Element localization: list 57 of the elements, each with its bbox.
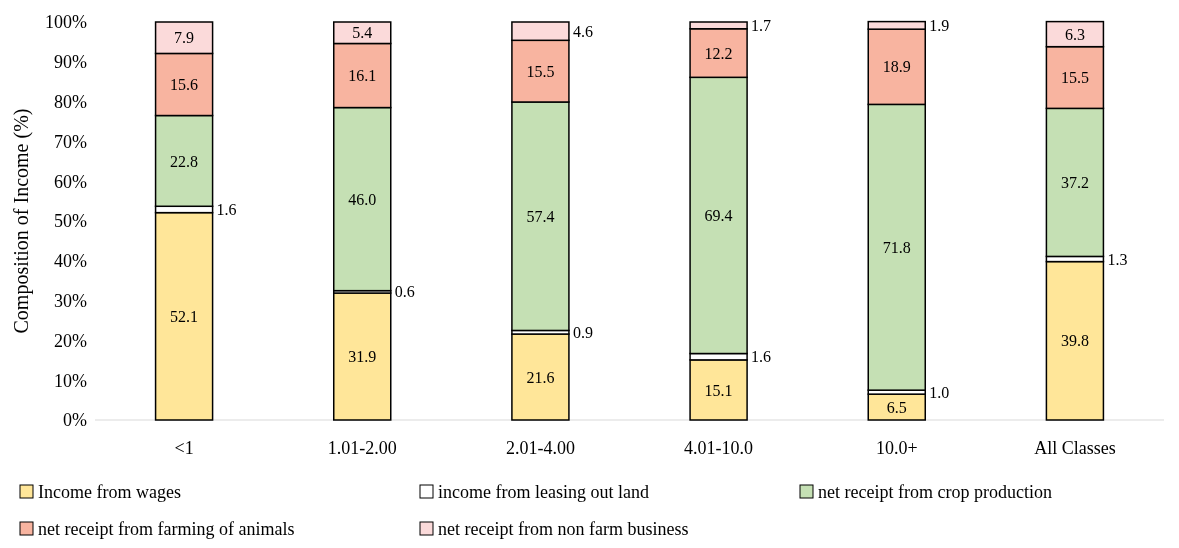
data-label: 18.9	[882, 58, 911, 76]
data-label: 37.2	[1060, 173, 1089, 191]
x-tick-label: All Classes	[1034, 438, 1116, 458]
legend-label: net receipt from non farm business	[438, 519, 689, 540]
x-tick-label: 1.01-2.00	[327, 438, 397, 458]
data-label: 1.0	[929, 383, 950, 401]
y-tick-label: 100%	[45, 12, 87, 33]
data-label: 6.3	[1064, 25, 1085, 43]
legend-label: net receipt from crop production	[818, 482, 1052, 503]
data-label: 1.7	[751, 16, 772, 34]
x-tick-label: <1	[174, 438, 194, 458]
data-label: 6.5	[886, 398, 907, 416]
data-label: 16.1	[348, 67, 377, 85]
data-label: 15.1	[704, 381, 733, 399]
data-label: 69.4	[704, 207, 733, 225]
data-label: 46.0	[348, 190, 377, 208]
y-tick-label: 80%	[54, 91, 87, 112]
data-label: 57.4	[526, 207, 555, 225]
data-label: 7.9	[174, 29, 195, 47]
data-label: 15.5	[526, 62, 555, 80]
data-label: 52.1	[170, 307, 199, 325]
data-label: 22.8	[170, 152, 199, 170]
data-label: 0.6	[394, 283, 415, 301]
data-label: 71.8	[882, 238, 911, 256]
x-tick-label: 10.0+	[875, 438, 918, 458]
x-tick-label: 4.01-10.0	[684, 438, 754, 458]
y-tick-label: 0%	[63, 410, 87, 431]
y-tick-label: 10%	[54, 370, 87, 391]
bar	[154, 211, 214, 421]
data-label: 1.6	[216, 201, 237, 219]
legend-label: net receipt from farming of animals	[38, 519, 295, 540]
data-label: 1.9	[929, 16, 950, 34]
data-label: 31.9	[348, 348, 377, 366]
data-label: 0.9	[572, 323, 593, 341]
data-label: 39.8	[1060, 332, 1089, 350]
data-label: 12.2	[704, 44, 733, 62]
y-tick-label: 20%	[54, 330, 87, 351]
y-tick-label: 60%	[54, 171, 87, 192]
data-label: 5.4	[352, 24, 373, 42]
data-label: 15.6	[170, 76, 199, 94]
y-tick-label: 70%	[54, 131, 87, 152]
y-tick-label: 30%	[54, 290, 87, 311]
legend-label: Income from wages	[38, 482, 181, 503]
data-label: 21.6	[526, 368, 555, 386]
y-tick-label: 40%	[54, 251, 87, 272]
legend-label: income from leasing out land	[438, 482, 649, 503]
data-label: 1.3	[1107, 250, 1128, 268]
bar	[511, 333, 570, 421]
x-tick-label: 2.01-4.00	[505, 438, 575, 458]
bar	[1045, 260, 1105, 421]
y-tick-label: 50%	[54, 211, 87, 232]
y-axis-title: Composition of Income (%)	[10, 108, 33, 334]
data-label: 15.5	[1060, 69, 1089, 87]
y-tick-label: 90%	[54, 52, 87, 73]
data-label: 1.6	[751, 348, 772, 366]
bar	[332, 292, 392, 421]
data-label: 4.6	[572, 22, 593, 40]
